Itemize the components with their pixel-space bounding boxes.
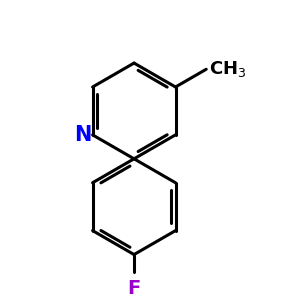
Text: N: N (74, 125, 91, 145)
Text: CH$_3$: CH$_3$ (209, 59, 246, 79)
Text: F: F (128, 279, 141, 298)
